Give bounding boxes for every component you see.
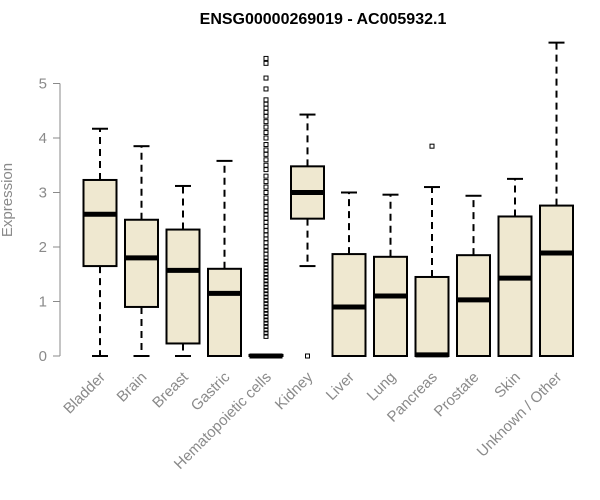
outlier-point bbox=[263, 86, 269, 92]
x-tick-label: Liver bbox=[323, 369, 358, 404]
outlier-point bbox=[263, 119, 269, 125]
box-brain bbox=[124, 145, 159, 357]
x-tick-label: Brain bbox=[114, 369, 151, 406]
box-breast bbox=[165, 184, 201, 357]
box-iqr bbox=[207, 267, 242, 357]
box-pancreas bbox=[414, 143, 450, 358]
outlier-point bbox=[263, 261, 269, 267]
outlier-point bbox=[263, 228, 269, 234]
outlier-point bbox=[263, 255, 269, 261]
outlier-point bbox=[263, 310, 269, 316]
outlier-point bbox=[263, 97, 269, 103]
outlier-point bbox=[429, 143, 435, 149]
x-tick-label: Breast bbox=[149, 368, 192, 411]
outlier-point bbox=[263, 124, 269, 130]
outlier-point bbox=[263, 179, 269, 185]
box-iqr bbox=[124, 218, 159, 308]
outlier-point bbox=[263, 55, 269, 61]
box-hematopoietic-cells bbox=[248, 55, 284, 359]
outlier-point bbox=[263, 294, 269, 300]
outlier-point bbox=[263, 317, 269, 323]
y-tick-label: 2 bbox=[39, 239, 47, 256]
x-tick-label: Lung bbox=[364, 369, 400, 405]
outlier-point bbox=[263, 204, 269, 210]
y-tick-label: 1 bbox=[39, 294, 47, 311]
box-kidney bbox=[290, 113, 325, 359]
outlier-point bbox=[263, 284, 269, 290]
box-iqr bbox=[414, 275, 450, 358]
outlier-point bbox=[263, 184, 269, 190]
outlier-point bbox=[263, 330, 269, 336]
box-iqr bbox=[497, 215, 533, 357]
box-gastric bbox=[207, 159, 242, 357]
y-axis-label: Expression bbox=[0, 163, 16, 237]
box-iqr bbox=[82, 178, 118, 268]
x-tick-label: Kidney bbox=[272, 368, 317, 413]
outlier-point bbox=[263, 271, 269, 277]
outlier-point bbox=[263, 327, 269, 333]
outlier-point bbox=[263, 324, 269, 330]
box-liver bbox=[331, 191, 367, 358]
outlier-point bbox=[263, 60, 269, 66]
box-iqr bbox=[373, 255, 408, 357]
box-iqr bbox=[456, 254, 491, 357]
outlier-point bbox=[263, 297, 269, 303]
x-tick-label: Bladder bbox=[60, 369, 109, 418]
outlier-point bbox=[263, 281, 269, 287]
y-tick-label: 5 bbox=[39, 76, 47, 93]
outlier-point bbox=[263, 195, 269, 201]
outlier-point bbox=[263, 167, 269, 173]
outlier-point bbox=[263, 320, 269, 326]
outlier-point bbox=[263, 130, 269, 136]
box-iqr bbox=[165, 228, 201, 345]
outlier-point bbox=[263, 162, 269, 168]
outlier-point bbox=[263, 301, 269, 307]
box-series bbox=[82, 41, 574, 359]
outlier-point bbox=[263, 135, 269, 141]
box-prostate bbox=[456, 194, 491, 357]
outlier-point bbox=[263, 173, 269, 179]
outlier-point bbox=[263, 265, 269, 271]
box-iqr bbox=[539, 204, 574, 357]
outlier-point bbox=[263, 208, 269, 214]
outlier-point bbox=[263, 291, 269, 297]
outlier-point bbox=[263, 275, 269, 281]
outlier-point bbox=[263, 151, 269, 157]
box-skin bbox=[497, 177, 533, 357]
x-tick-label: Prostate bbox=[431, 369, 483, 421]
outlier-point bbox=[263, 75, 269, 81]
y-tick-label: 4 bbox=[39, 130, 47, 147]
outlier-point bbox=[263, 268, 269, 274]
outlier-point bbox=[263, 314, 269, 320]
outlier-point bbox=[263, 199, 269, 205]
y-tick-label: 3 bbox=[39, 185, 47, 202]
outlier-point bbox=[263, 258, 269, 264]
outlier-point bbox=[263, 307, 269, 313]
chart-title: ENSG00000269019 - AC005932.1 bbox=[200, 11, 447, 28]
outlier-point bbox=[263, 190, 269, 195]
outlier-point bbox=[305, 353, 310, 359]
outlier-point bbox=[263, 278, 269, 284]
outlier-point bbox=[263, 244, 269, 250]
outlier-point bbox=[263, 333, 269, 339]
outlier-point bbox=[263, 142, 269, 148]
box-lung bbox=[373, 193, 408, 357]
outlier-point bbox=[263, 157, 269, 163]
outlier-point bbox=[263, 304, 269, 310]
y-axis: 0 1 2 3 4 5 bbox=[39, 76, 61, 365]
box-bladder bbox=[82, 127, 118, 357]
outlier-point bbox=[263, 288, 269, 294]
x-tick-label: Skin bbox=[491, 369, 524, 402]
outlier-point bbox=[263, 147, 269, 153]
box-unknown-other bbox=[539, 41, 574, 357]
y-tick-label: 0 bbox=[39, 348, 47, 365]
outlier-point bbox=[263, 113, 269, 119]
